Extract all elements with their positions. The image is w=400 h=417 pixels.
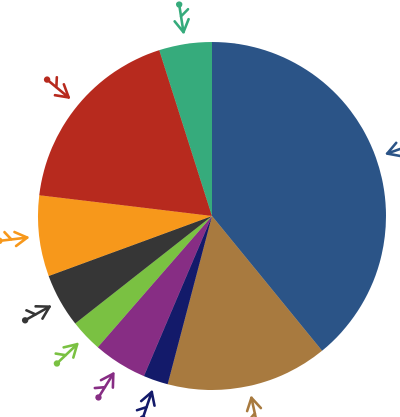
slices-layer (38, 41, 386, 391)
slice-marker-2 (245, 396, 263, 417)
slice-marker-9 (173, 1, 190, 34)
pie-slice-4 (97, 216, 212, 377)
pie-slice-5 (75, 216, 212, 348)
pie-slice-3 (143, 216, 212, 385)
pie-slice-9 (159, 41, 212, 216)
slice-marker-5 (53, 342, 79, 367)
pie-slice-8 (39, 50, 212, 217)
pie-slice-1 (212, 42, 386, 351)
pie-slice-2 (167, 216, 323, 391)
slice-marker-4 (93, 372, 115, 401)
slice-marker-3 (135, 390, 156, 417)
slice-marker-7 (0, 230, 29, 248)
slice-marker-8 (43, 75, 70, 99)
pie-slice-7 (38, 195, 213, 276)
slice-marker-1 (385, 141, 400, 158)
pie-slice-6 (48, 216, 212, 324)
slice-marker-6 (21, 305, 51, 324)
